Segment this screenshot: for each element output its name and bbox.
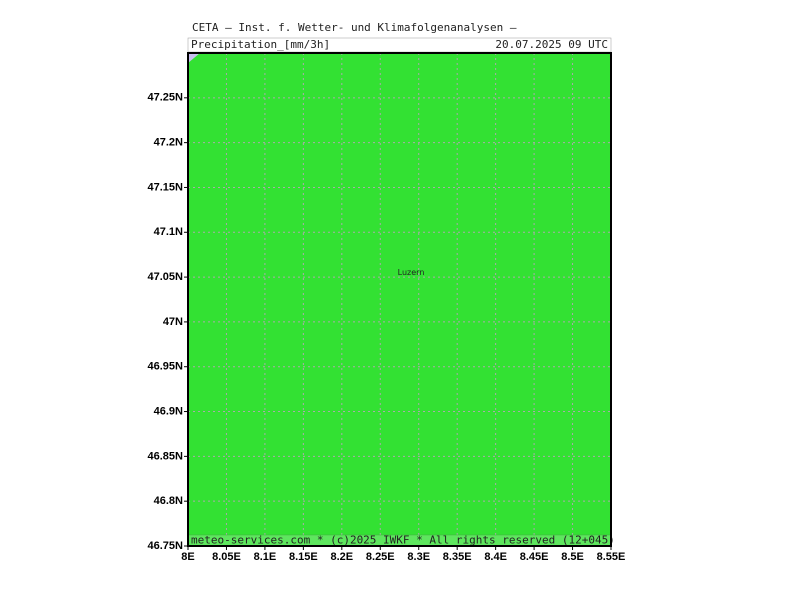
precipitation-field <box>188 53 611 546</box>
lat-tick-label: 46.8N <box>154 495 183 507</box>
city-label: Luzern <box>398 268 425 277</box>
lat-tick-label: 46.9N <box>154 405 183 417</box>
lat-tick-label: 47N <box>163 316 183 328</box>
lat-tick-label: 46.75N <box>148 540 184 552</box>
lon-tick-label: 8.2E <box>330 551 353 563</box>
header-title: CETA — Inst. f. Wetter- und Klimafolgena… <box>192 21 517 34</box>
map-frame <box>187 52 612 547</box>
lat-tick-label: 47.2N <box>154 137 183 149</box>
lat-tick-label: 46.95N <box>148 361 184 373</box>
lon-tick-label: 8.5E <box>561 551 584 563</box>
lon-tick-label: 8.1E <box>254 551 277 563</box>
lat-tick-label: 47.15N <box>148 181 184 193</box>
corner-patch <box>188 53 200 63</box>
lon-tick-label: 8.05E <box>212 551 241 563</box>
lon-tick-label: 8.25E <box>366 551 395 563</box>
lon-tick-label: 8.3E <box>407 551 430 563</box>
lat-tick-label: 47.25N <box>148 92 184 104</box>
lon-tick-label: 8.45E <box>520 551 549 563</box>
lat-tick-label: 47.05N <box>148 271 184 283</box>
lat-tick-label: 47.1N <box>154 226 183 238</box>
valid-time: 20.07.2025 09 UTC <box>495 38 608 51</box>
map: 8E 8.05E 8.1E 8.15E 8.2E 8.25E 8.3E 8.35E 8.4E 8.… <box>148 52 626 563</box>
lon-tick-label: 8.55E <box>597 551 626 563</box>
footer-text: meteo-services.com * (c)2025 IWKF * All … <box>191 534 615 547</box>
field-name: Precipitation_[mm/3h] <box>191 38 330 51</box>
lon-tick-label: 8.15E <box>289 551 318 563</box>
lon-tick-label: 8.4E <box>484 551 507 563</box>
lon-tick-label: 8.35E <box>443 551 472 563</box>
lon-tick-label: 8E <box>181 551 194 563</box>
lat-tick-label: 46.85N <box>148 450 184 462</box>
